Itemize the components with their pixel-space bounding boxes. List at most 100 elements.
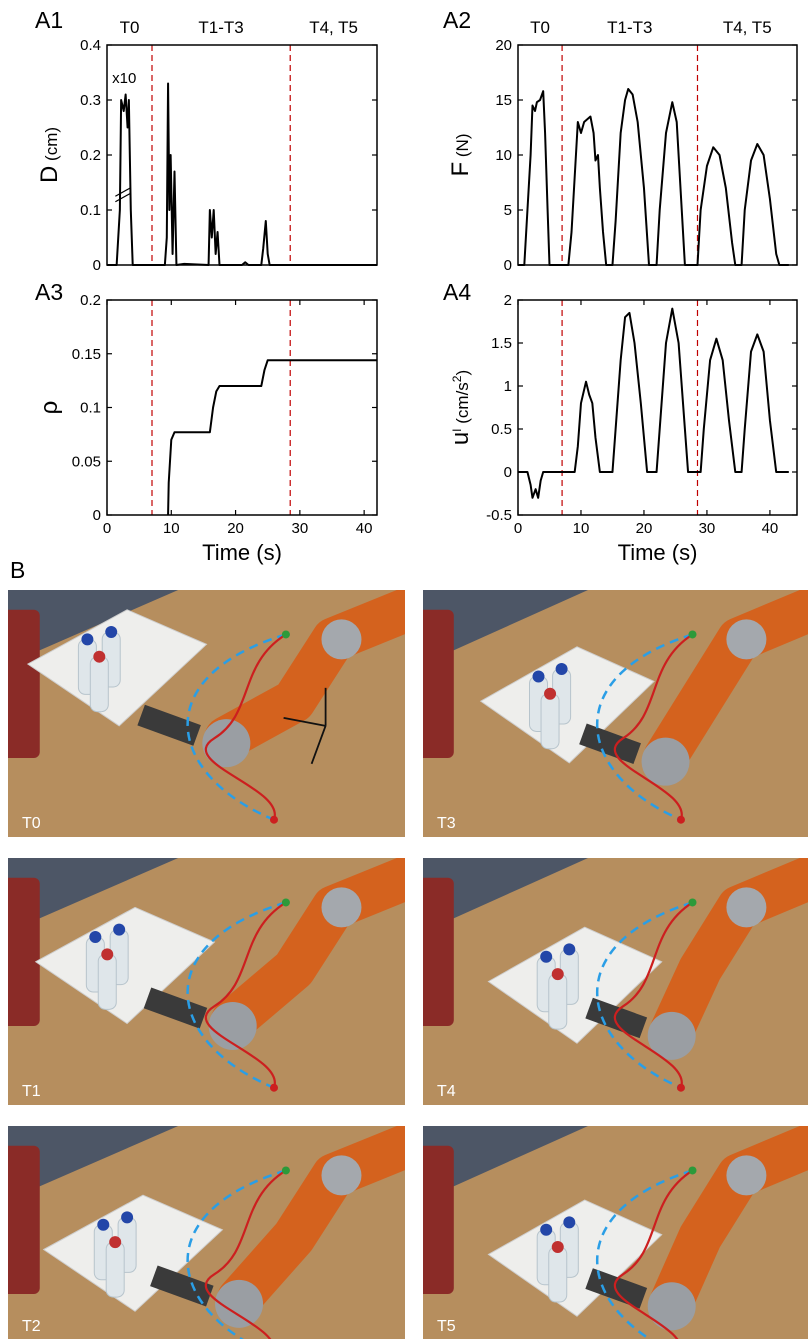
red-cylinder bbox=[8, 1145, 40, 1294]
y-tick-label: 0 bbox=[93, 507, 101, 524]
y-tick-label: 0.1 bbox=[80, 400, 101, 417]
planned-path bbox=[186, 901, 287, 1089]
plot-frame bbox=[106, 299, 378, 516]
goal-dot bbox=[281, 898, 290, 907]
goal-dot bbox=[281, 1166, 290, 1175]
bottle-cap bbox=[105, 625, 118, 638]
bottle-cap bbox=[563, 943, 576, 956]
robot-arm bbox=[649, 858, 808, 1053]
goal-dot bbox=[281, 630, 290, 639]
robot-joint bbox=[215, 1279, 264, 1328]
axis-arrow bbox=[283, 716, 326, 727]
x-tick-label: 40 bbox=[762, 520, 779, 537]
photo: T1 bbox=[8, 858, 405, 1105]
bottle bbox=[548, 973, 568, 1030]
y-tick-label: 2 bbox=[504, 292, 512, 309]
actual-path bbox=[613, 901, 694, 1089]
bottle-cap bbox=[551, 1241, 564, 1254]
gripper bbox=[137, 704, 201, 746]
photo-label: T5 bbox=[437, 1318, 456, 1335]
y-tick-label: 0 bbox=[504, 464, 512, 481]
robot-arm bbox=[204, 590, 405, 761]
robot-joint bbox=[321, 619, 362, 660]
planned-path bbox=[186, 1169, 287, 1339]
bottle-cap bbox=[551, 968, 564, 981]
y-axis-label-part: (cm) bbox=[42, 127, 61, 166]
start-dot bbox=[269, 815, 278, 824]
x-tick-label: 10 bbox=[163, 520, 180, 537]
y-axis-label-part: ) bbox=[453, 370, 472, 376]
x-tick-label: 30 bbox=[292, 520, 309, 537]
robot-joint bbox=[321, 887, 362, 928]
y-tick-label: 0.05 bbox=[72, 453, 101, 470]
robot-joint bbox=[647, 1282, 696, 1331]
x-tick-label: 0 bbox=[514, 520, 522, 537]
gripper bbox=[143, 987, 208, 1029]
axis-arrow bbox=[310, 725, 327, 765]
goal-dot bbox=[688, 1166, 697, 1175]
photo-label: T3 bbox=[437, 815, 456, 832]
panel-label: A3 bbox=[35, 279, 63, 305]
phase-label: T1-T3 bbox=[607, 18, 652, 37]
bottle bbox=[548, 1246, 568, 1303]
phase-label: T1-T3 bbox=[198, 18, 243, 37]
y-axis-label: F (N) bbox=[447, 134, 474, 177]
red-cylinder bbox=[423, 609, 454, 758]
data-line bbox=[107, 82, 377, 266]
photo: T3 bbox=[423, 590, 808, 837]
y-tick-label: 20 bbox=[495, 37, 512, 54]
planned-path bbox=[596, 1169, 693, 1339]
bottle-cap bbox=[544, 687, 557, 700]
plot-frame bbox=[106, 44, 378, 266]
bottle bbox=[105, 1241, 125, 1298]
actual-path bbox=[204, 633, 287, 821]
bottle-cap bbox=[89, 931, 102, 944]
bottle bbox=[97, 953, 117, 1010]
actual-path bbox=[613, 1169, 694, 1339]
y-tick-label: 10 bbox=[495, 147, 512, 164]
axis-break bbox=[115, 187, 131, 197]
bottle-cap bbox=[555, 663, 568, 676]
photo: T2 bbox=[8, 1126, 405, 1339]
y-axis-label-part: D bbox=[36, 166, 63, 183]
y-tick-label: 1 bbox=[504, 378, 512, 395]
panel-label: A2 bbox=[443, 7, 471, 33]
robot-arm bbox=[649, 1126, 808, 1324]
plot-frame bbox=[517, 299, 798, 516]
panel-label: A4 bbox=[443, 279, 471, 305]
photo-label: T4 bbox=[437, 1083, 456, 1100]
phase-label: T0 bbox=[120, 18, 140, 37]
y-axis-label-part: I bbox=[450, 428, 464, 431]
y-axis-label: D (cm) bbox=[36, 127, 63, 183]
red-cylinder bbox=[8, 877, 40, 1026]
actual-path bbox=[204, 901, 287, 1089]
robot-joint bbox=[726, 887, 767, 928]
phase-label: T4, T5 bbox=[309, 18, 358, 37]
y-tick-label: 0.3 bbox=[80, 92, 101, 109]
x-tick-label: 10 bbox=[573, 520, 590, 537]
annotation: x10 bbox=[112, 70, 136, 87]
bottle-cap bbox=[81, 633, 94, 646]
red-cylinder bbox=[8, 609, 40, 758]
actual-path bbox=[613, 633, 694, 821]
y-tick-label: -0.5 bbox=[486, 507, 512, 524]
photo: T0 bbox=[8, 590, 405, 837]
y-tick-label: 0.5 bbox=[491, 421, 512, 438]
robot-joint bbox=[641, 737, 690, 786]
photo: T4 bbox=[423, 858, 808, 1105]
x-tick-label: 30 bbox=[699, 520, 716, 537]
robot-joint bbox=[321, 1155, 362, 1196]
bottle-cap bbox=[532, 670, 545, 683]
data-line bbox=[518, 307, 789, 499]
robot-joint bbox=[726, 1155, 767, 1196]
robot-arm bbox=[210, 858, 405, 1044]
planned-path bbox=[596, 633, 693, 821]
start-dot bbox=[676, 1083, 685, 1092]
x-axis-label: Time (s) bbox=[618, 540, 698, 565]
y-tick-label: 0.1 bbox=[80, 202, 101, 219]
photo-label: T2 bbox=[22, 1318, 41, 1335]
goal-dot bbox=[688, 898, 697, 907]
goal-dot bbox=[688, 630, 697, 639]
photo-label: T1 bbox=[22, 1083, 41, 1100]
